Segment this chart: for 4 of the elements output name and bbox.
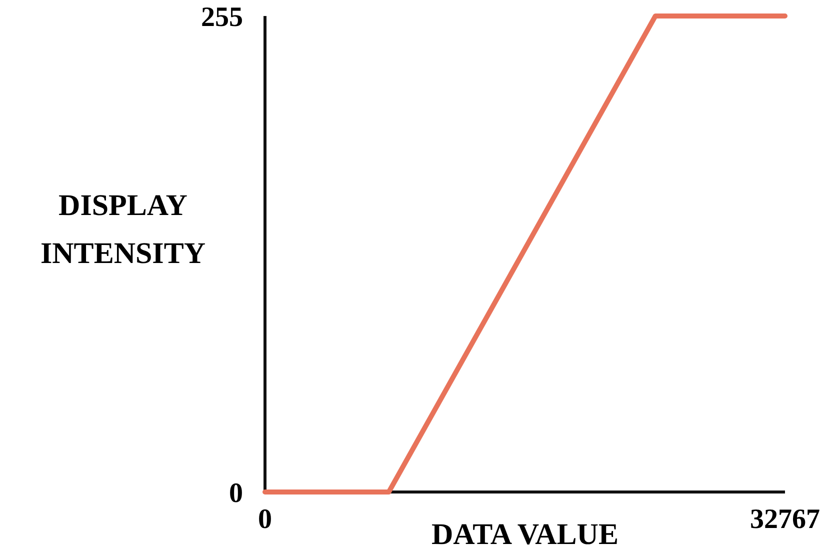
x-tick-label: 32767 — [750, 504, 820, 535]
y-axis-title: DISPLAY INTENSITY — [40, 189, 206, 270]
y-tick-label: 255 — [201, 2, 243, 33]
x-axis-title: DATA VALUE — [431, 518, 619, 551]
